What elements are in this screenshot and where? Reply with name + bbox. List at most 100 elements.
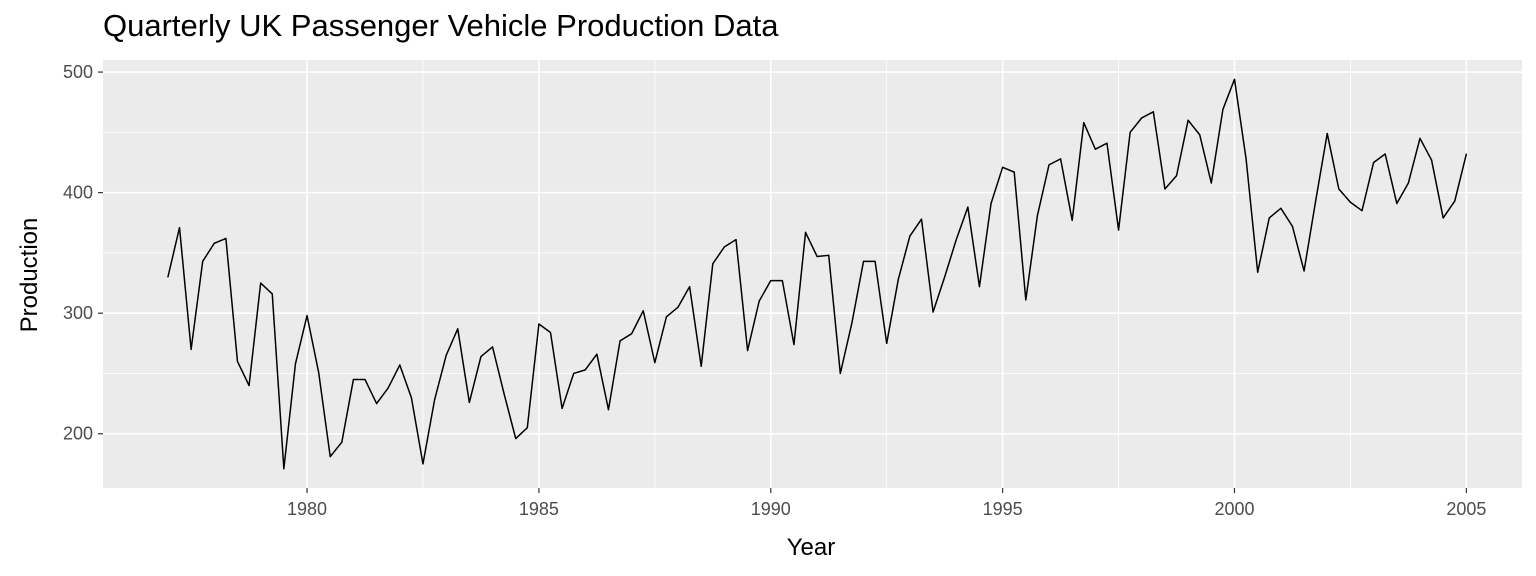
data-point [607,409,610,411]
data-point [1430,159,1433,161]
data-point [561,407,563,410]
data-point [1442,217,1444,219]
data-point [283,468,285,470]
data-point [1048,164,1050,166]
data-point [1071,219,1073,221]
data-point [1268,217,1270,219]
data-point [190,348,192,350]
data-point [294,363,297,365]
data-point [642,310,644,312]
data-point [978,286,981,288]
y-tick-label: 300 [63,303,93,323]
data-point [781,280,783,282]
data-point [236,360,239,363]
x-tick-label: 2005 [1446,499,1486,519]
data-point [1175,175,1178,177]
data-point [793,343,795,346]
data-point [306,314,308,317]
data-point [897,278,899,281]
data-point [804,231,807,234]
data-point [1164,188,1166,190]
data-point [665,316,668,318]
data-point [1396,202,1398,205]
data-point [1210,182,1212,184]
y-axis-ticks: 200 300 400 500 [63,62,103,444]
data-point [549,331,552,334]
data-point [1013,171,1015,173]
data-point [735,239,737,241]
data-point [213,242,215,244]
data-point [816,255,818,258]
data-point [1315,200,1317,202]
data-point [202,260,204,262]
data-point [457,328,459,330]
data-point [480,355,482,358]
data-point [167,276,169,278]
data-point [329,456,331,458]
data-point [573,372,575,375]
data-point [318,371,320,373]
data-point [399,364,401,366]
data-point [654,362,656,364]
data-point [689,286,691,288]
data-point [723,246,725,248]
data-point [410,396,412,399]
y-axis-title: Production [16,218,43,333]
data-point [851,322,853,324]
data-point [341,441,343,443]
data-point [260,282,262,284]
data-point [1222,108,1224,111]
data-point [526,427,528,429]
y-tick-label: 400 [63,183,93,203]
data-point [538,323,540,325]
data-point [1257,271,1259,273]
data-point [1419,137,1421,139]
data-point [364,378,366,381]
data-point [1025,299,1027,301]
data-point [445,354,447,356]
data-point [1361,210,1363,212]
data-point [770,280,772,282]
data-point [920,218,923,220]
data-point [584,369,586,371]
data-point [248,384,250,387]
x-tick-label: 1980 [287,499,327,519]
major-gridlines [103,60,1522,488]
x-tick-label: 1990 [751,499,791,519]
data-point [596,353,598,355]
data-point [1199,134,1201,136]
data-point [1465,153,1467,155]
data-point [990,202,992,205]
data-point [422,463,424,465]
data-point [515,437,517,440]
x-tick-label: 1985 [519,499,559,519]
y-tick-label: 200 [63,424,93,444]
data-point [909,235,911,237]
data-point [178,226,181,229]
data-point [1152,111,1154,113]
data-point [619,340,621,342]
data-point [828,254,830,256]
data-point [491,346,494,348]
data-point [1245,158,1247,160]
data-point [1141,117,1143,119]
data-point [677,306,679,308]
data-point [839,372,841,375]
data-point [1129,131,1131,133]
minor-gridlines [103,60,1522,488]
data-point [758,300,760,302]
data-point [1407,182,1409,184]
plot-panel [103,60,1522,488]
data-point [433,399,436,401]
data-point [1303,270,1305,272]
data-point [746,349,749,352]
chart-title: Quarterly UK Passenger Vehicle Productio… [103,8,779,43]
data-point [1338,188,1340,190]
data-point [1373,161,1375,164]
data-point [1036,214,1039,217]
data-point [944,276,946,278]
data-point [1106,142,1108,144]
data-point [1002,166,1004,168]
data-point [1326,132,1328,135]
